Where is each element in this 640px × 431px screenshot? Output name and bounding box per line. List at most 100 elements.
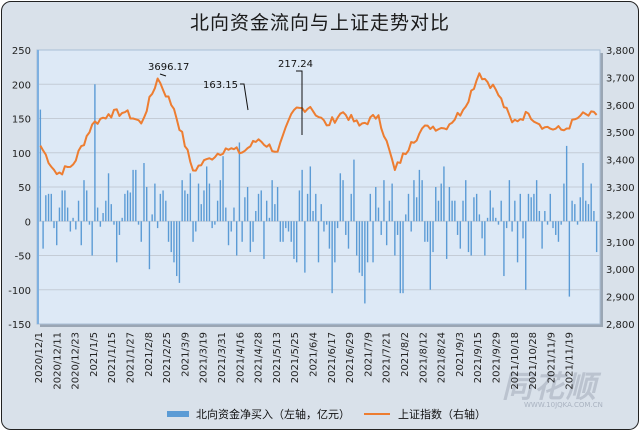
x-axis-tick: 2021/6/29 (345, 332, 356, 383)
bar (336, 221, 339, 229)
bar (530, 197, 532, 222)
bar (244, 197, 246, 222)
bar (508, 180, 511, 222)
bar (492, 207, 494, 222)
bar (167, 221, 170, 242)
bar (497, 221, 500, 225)
bar (184, 190, 186, 222)
bar (582, 163, 584, 222)
bar (162, 190, 164, 222)
bar (475, 193, 478, 222)
left-axis-tick: 150 (12, 115, 31, 126)
bar (287, 221, 290, 232)
x-axis-tick: 2021/11/9 (546, 332, 557, 383)
bar (394, 221, 396, 256)
x-axis-tick: 2021/1/5 (89, 332, 100, 377)
x-axis-tick: 2021/11/19 (565, 332, 576, 390)
bar (235, 221, 238, 256)
bar (500, 200, 502, 222)
right-axis-tick: 3,100 (606, 238, 635, 249)
x-axis-tick: 2021/6/17 (327, 332, 338, 383)
bar (541, 221, 543, 249)
bar (66, 207, 69, 222)
bar (432, 221, 434, 253)
bar (148, 221, 151, 270)
bar (295, 221, 298, 263)
left-axis-tick: -100 (8, 286, 31, 297)
bar (358, 221, 361, 273)
bar (96, 207, 99, 222)
bar (56, 221, 58, 246)
bar (560, 221, 562, 225)
x-axis-tick: 2021/9/29 (492, 332, 503, 383)
right-axis-tick: 3,400 (606, 156, 635, 167)
annotation-leader (240, 83, 249, 111)
bar (364, 221, 366, 304)
bar (77, 200, 80, 222)
x-axis-tick: 2020/12/11 (52, 332, 63, 390)
bar (246, 187, 249, 222)
bar (132, 169, 134, 222)
left-axis-tick: 50 (18, 183, 31, 194)
bar (121, 217, 123, 222)
bar (590, 183, 592, 222)
x-axis-tick: 2021/3/19 (199, 332, 210, 383)
bar (421, 180, 423, 222)
bar (383, 180, 385, 222)
bar (219, 180, 222, 222)
bar (585, 200, 587, 222)
bar (568, 221, 571, 297)
right-axis-tick: 3,000 (606, 265, 635, 276)
bar (102, 213, 104, 222)
x-axis-tick: 2021/10/28 (528, 332, 539, 390)
bar (405, 214, 407, 222)
bar (45, 195, 47, 222)
bar (99, 221, 102, 227)
bar (587, 204, 590, 222)
x-axis-tick: 2021/9/3 (455, 332, 466, 377)
bar (522, 221, 524, 239)
x-axis-tick: 2021/1/27 (126, 332, 137, 383)
right-axis-tick: 2,900 (606, 293, 635, 304)
bar (514, 200, 516, 222)
bar (241, 221, 243, 242)
bar (503, 221, 505, 277)
bar (407, 193, 410, 222)
bar (505, 221, 508, 229)
bar (118, 221, 121, 235)
bar (249, 221, 252, 253)
bar (260, 190, 262, 222)
bar (64, 190, 66, 222)
bar (255, 210, 257, 222)
bar (192, 221, 194, 242)
bar (298, 190, 301, 222)
bar (110, 204, 112, 222)
x-axis-tick: 2021/10/18 (510, 332, 521, 390)
bar (214, 221, 216, 225)
bar (557, 221, 560, 242)
bar (312, 210, 314, 222)
bar (366, 221, 369, 263)
bar (413, 180, 415, 222)
x-axis-tick: 2021/6/4 (309, 332, 320, 377)
x-axis-tick: 2020/12/23 (71, 332, 82, 390)
data-annotation: 3696.17 (148, 62, 189, 73)
shanghai-index-line (39, 72, 598, 176)
x-axis-tick: 2021/8/24 (437, 332, 448, 383)
bar (301, 169, 303, 222)
bar (39, 109, 42, 222)
bar (399, 221, 402, 294)
legend-line-label: 上证指数（右轴） (398, 408, 486, 421)
bar (176, 221, 178, 277)
bar (325, 221, 328, 225)
bar (593, 210, 595, 222)
bar (451, 200, 453, 222)
bar (94, 84, 96, 222)
bar (69, 221, 72, 232)
right-axis-tick: 3,800 (606, 46, 635, 57)
data-annotation: 163.15 (203, 80, 238, 91)
bar (448, 187, 451, 222)
bar (377, 207, 380, 222)
bar (265, 200, 268, 222)
x-axis-tick: 2021/7/9 (363, 332, 374, 377)
